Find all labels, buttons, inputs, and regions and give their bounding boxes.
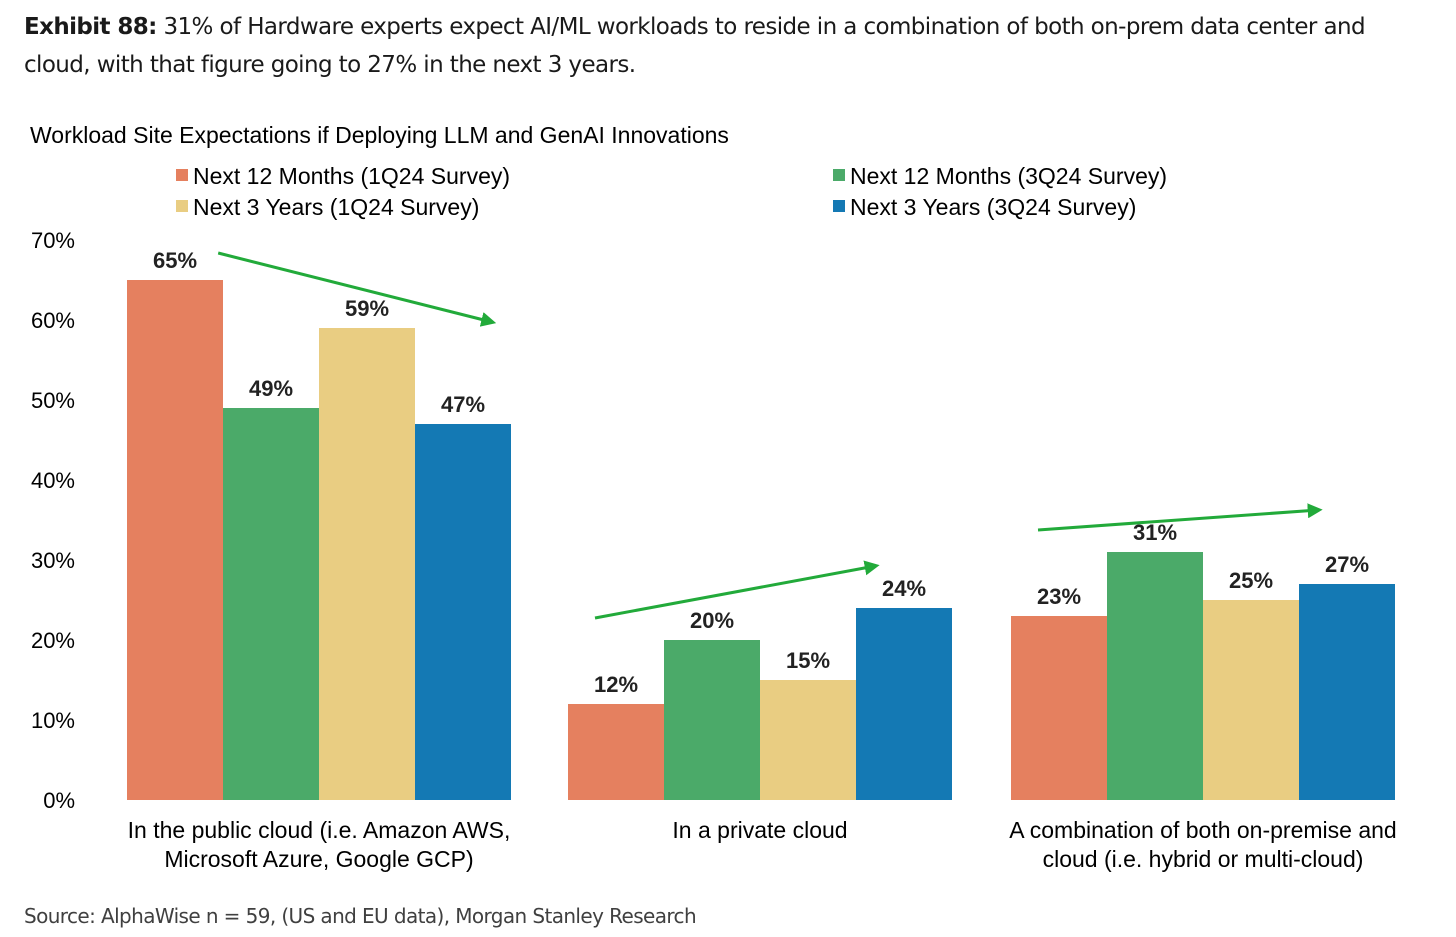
y-tick-label: 50%	[31, 388, 75, 413]
bar	[568, 704, 664, 800]
y-tick-label: 70%	[31, 228, 75, 253]
data-label: 20%	[690, 608, 734, 633]
chart-legend: Next 12 Months (1Q24 Survey) Next 12 Mont…	[176, 163, 1167, 220]
data-label: 24%	[882, 576, 926, 601]
bar	[127, 280, 223, 800]
trend-arrow	[594, 560, 880, 620]
legend-item: Next 12 Months (1Q24 Survey)	[176, 163, 510, 189]
value-labels: 65%49%59%47%12%20%15%24% 23%31%25%27%	[153, 248, 1369, 697]
trend-arrows	[217, 251, 1323, 620]
bar	[319, 328, 415, 800]
data-label: 59%	[345, 296, 389, 321]
data-label: 23%	[1037, 584, 1081, 609]
legend-swatch	[833, 200, 845, 212]
bar	[760, 680, 856, 800]
category-label: A combination of both on-premise and clou…	[1009, 817, 1396, 872]
data-label: 27%	[1325, 552, 1369, 577]
y-tick-label: 40%	[31, 468, 75, 493]
bar	[1107, 552, 1203, 800]
data-label: 12%	[594, 672, 638, 697]
legend-label: Next 3 Years (3Q24 Survey)	[850, 194, 1136, 220]
y-tick-label: 10%	[31, 708, 75, 733]
source-note: Source: AlphaWise n = 59, (US and EU dat…	[24, 904, 697, 928]
trend-arrow	[1037, 503, 1323, 532]
exhibit-label: Exhibit 88:	[24, 14, 157, 40]
data-label: 25%	[1229, 568, 1273, 593]
legend-swatch	[176, 169, 188, 181]
legend-label: Next 12 Months (3Q24 Survey)	[850, 163, 1167, 189]
y-tick-label: 0%	[43, 788, 75, 813]
legend-swatch	[833, 169, 845, 181]
bar	[1299, 584, 1395, 800]
exhibit-text: 31% of Hardware experts expect AI/ML wor…	[24, 14, 1366, 78]
category-label: In the public cloud (i.e. Amazon AWS, Mic…	[128, 817, 511, 872]
data-label: 65%	[153, 248, 197, 273]
legend-label: Next 3 Years (1Q24 Survey)	[193, 194, 479, 220]
bars	[127, 280, 1395, 800]
data-label: 47%	[441, 392, 485, 417]
data-label: 15%	[786, 648, 830, 673]
y-axis: 0% 10% 20% 30% 40% 50% 60% 70%	[31, 228, 75, 813]
y-tick-label: 20%	[31, 628, 75, 653]
bar	[856, 608, 952, 800]
legend-swatch	[176, 200, 188, 212]
bar-chart: Workload Site Expectations if Deploying …	[30, 122, 1397, 872]
exhibit-caption: Exhibit 88: 31% of Hardware experts expe…	[24, 8, 1434, 84]
bar	[664, 640, 760, 800]
y-tick-label: 60%	[31, 308, 75, 333]
trend-arrow	[217, 251, 497, 327]
legend-item: Next 12 Months (3Q24 Survey)	[833, 163, 1167, 189]
bar	[1011, 616, 1107, 800]
category-labels: In the public cloud (i.e. Amazon AWS, Mic…	[128, 817, 1397, 872]
bar	[1203, 600, 1299, 800]
chart-title: Workload Site Expectations if Deploying …	[30, 122, 729, 148]
bar	[223, 408, 319, 800]
legend-label: Next 12 Months (1Q24 Survey)	[193, 163, 510, 189]
legend-item: Next 3 Years (1Q24 Survey)	[176, 194, 479, 220]
legend-item: Next 3 Years (3Q24 Survey)	[833, 194, 1136, 220]
bar	[415, 424, 511, 800]
y-tick-label: 30%	[31, 548, 75, 573]
category-label: In a private cloud	[672, 817, 847, 843]
data-label: 49%	[249, 376, 293, 401]
